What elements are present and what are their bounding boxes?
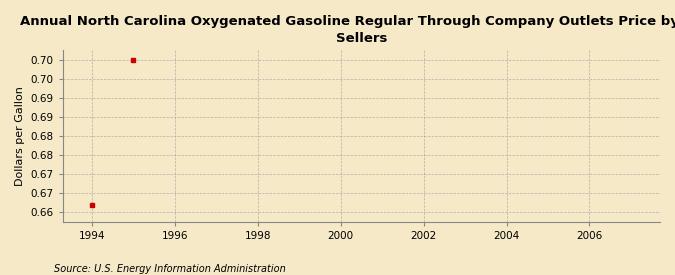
- Text: Source: U.S. Energy Information Administration: Source: U.S. Energy Information Administ…: [54, 264, 286, 274]
- Y-axis label: Dollars per Gallon: Dollars per Gallon: [15, 86, 25, 186]
- Title: Annual North Carolina Oxygenated Gasoline Regular Through Company Outlets Price : Annual North Carolina Oxygenated Gasolin…: [20, 15, 675, 45]
